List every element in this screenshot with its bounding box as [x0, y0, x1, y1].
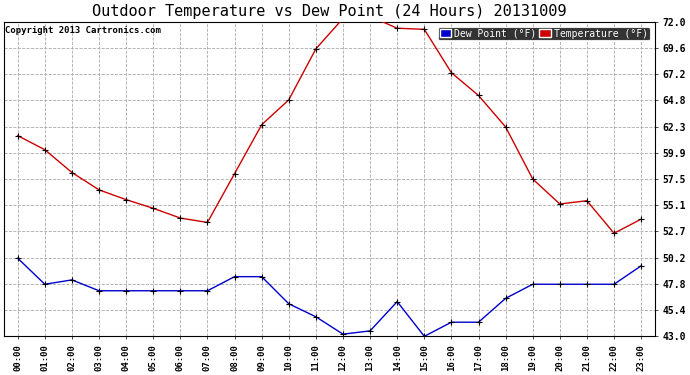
Title: Outdoor Temperature vs Dew Point (24 Hours) 20131009: Outdoor Temperature vs Dew Point (24 Hou…	[92, 4, 566, 19]
Legend: Dew Point (°F), Temperature (°F): Dew Point (°F), Temperature (°F)	[437, 27, 650, 40]
Text: Copyright 2013 Cartronics.com: Copyright 2013 Cartronics.com	[6, 27, 161, 36]
